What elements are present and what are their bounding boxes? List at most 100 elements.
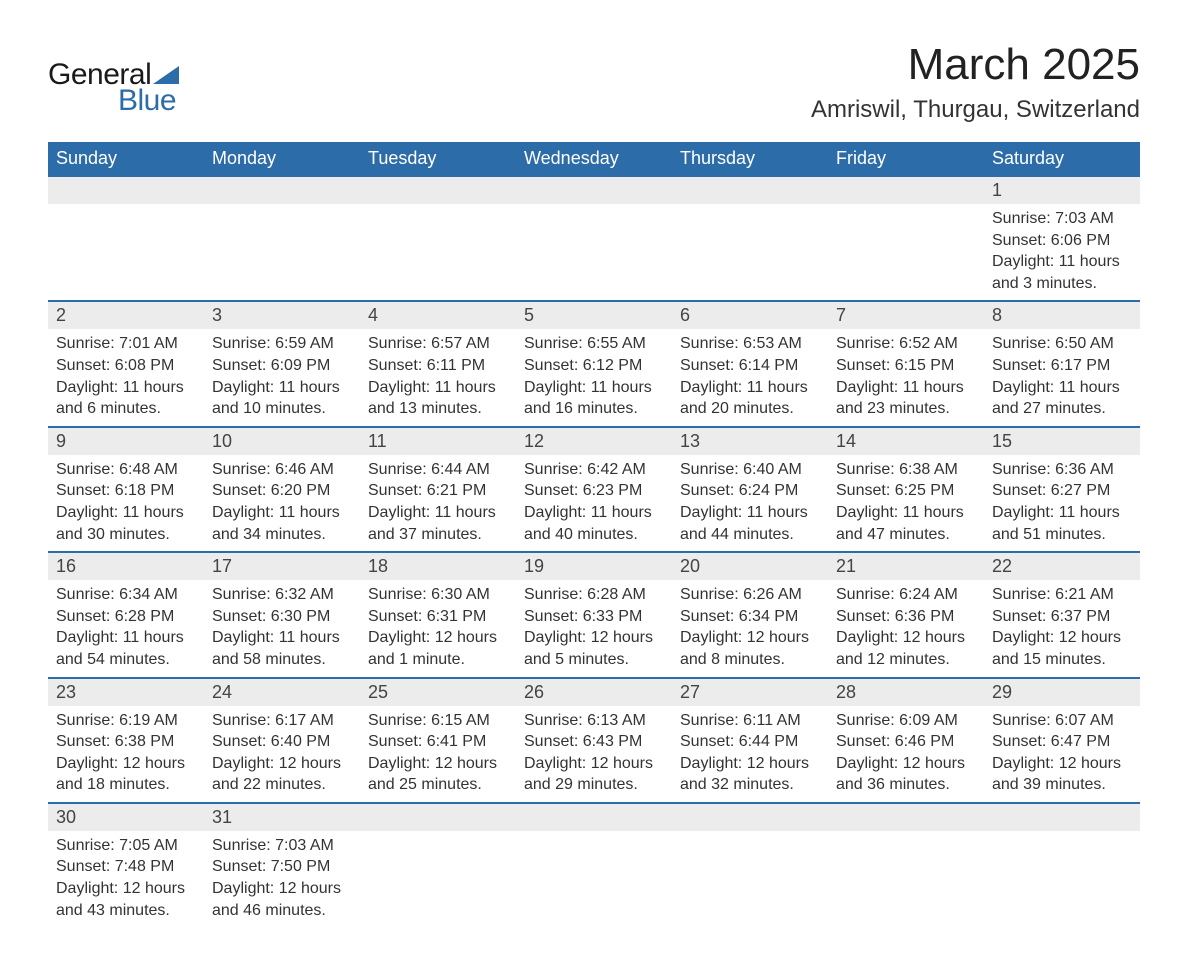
day-ss: Sunset: 6:27 PM <box>992 480 1132 502</box>
day-d1: Daylight: 11 hours <box>680 502 820 524</box>
day-ss: Sunset: 6:18 PM <box>56 480 196 502</box>
day-number-cell: 7 <box>828 301 984 329</box>
day-detail-cell: Sunrise: 6:55 AMSunset: 6:12 PMDaylight:… <box>516 329 672 426</box>
dayname-header: Wednesday <box>516 142 672 176</box>
day-d1: Daylight: 11 hours <box>680 377 820 399</box>
dayname-row: SundayMondayTuesdayWednesdayThursdayFrid… <box>48 142 1140 176</box>
day-detail-cell: Sunrise: 7:05 AMSunset: 7:48 PMDaylight:… <box>48 831 204 927</box>
day-sr: Sunrise: 6:15 AM <box>368 710 508 732</box>
day-number-cell: 25 <box>360 678 516 706</box>
day-sr: Sunrise: 6:11 AM <box>680 710 820 732</box>
day-sr: Sunrise: 6:34 AM <box>56 584 196 606</box>
day-detail-cell <box>672 204 828 301</box>
day-d1: Daylight: 11 hours <box>212 377 352 399</box>
day-d1: Daylight: 11 hours <box>368 502 508 524</box>
day-d2: and 43 minutes. <box>56 900 196 922</box>
day-detail-cell: Sunrise: 6:42 AMSunset: 6:23 PMDaylight:… <box>516 455 672 552</box>
day-sr: Sunrise: 6:26 AM <box>680 584 820 606</box>
day-sr: Sunrise: 7:03 AM <box>212 835 352 857</box>
day-sr: Sunrise: 6:50 AM <box>992 333 1132 355</box>
day-detail-cell: Sunrise: 6:52 AMSunset: 6:15 PMDaylight:… <box>828 329 984 426</box>
day-ss: Sunset: 6:31 PM <box>368 606 508 628</box>
day-detail-cell: Sunrise: 6:26 AMSunset: 6:34 PMDaylight:… <box>672 580 828 677</box>
day-detail-cell: Sunrise: 6:17 AMSunset: 6:40 PMDaylight:… <box>204 706 360 803</box>
day-d2: and 29 minutes. <box>524 774 664 796</box>
day-ss: Sunset: 6:17 PM <box>992 355 1132 377</box>
day-d2: and 58 minutes. <box>212 649 352 671</box>
day-d1: Daylight: 12 hours <box>836 753 976 775</box>
daynum-row: 9101112131415 <box>48 427 1140 455</box>
day-d1: Daylight: 11 hours <box>992 251 1132 273</box>
day-d1: Daylight: 12 hours <box>680 627 820 649</box>
day-number-cell: 9 <box>48 427 204 455</box>
day-ss: Sunset: 6:37 PM <box>992 606 1132 628</box>
day-sr: Sunrise: 6:38 AM <box>836 459 976 481</box>
day-number-cell: 11 <box>360 427 516 455</box>
day-detail-cell: Sunrise: 6:48 AMSunset: 6:18 PMDaylight:… <box>48 455 204 552</box>
day-d2: and 40 minutes. <box>524 524 664 546</box>
logo: General Blue <box>48 58 179 118</box>
day-d1: Daylight: 11 hours <box>992 502 1132 524</box>
day-detail-cell: Sunrise: 6:19 AMSunset: 6:38 PMDaylight:… <box>48 706 204 803</box>
header: General Blue March 2025 Amriswil, Thurga… <box>48 40 1140 124</box>
day-ss: Sunset: 6:21 PM <box>368 480 508 502</box>
day-detail-cell <box>360 204 516 301</box>
day-d1: Daylight: 12 hours <box>836 627 976 649</box>
day-d1: Daylight: 11 hours <box>368 377 508 399</box>
day-ss: Sunset: 6:06 PM <box>992 230 1132 252</box>
day-number-cell: 19 <box>516 552 672 580</box>
day-sr: Sunrise: 6:21 AM <box>992 584 1132 606</box>
day-ss: Sunset: 6:23 PM <box>524 480 664 502</box>
day-ss: Sunset: 6:09 PM <box>212 355 352 377</box>
day-sr: Sunrise: 6:17 AM <box>212 710 352 732</box>
day-ss: Sunset: 6:41 PM <box>368 731 508 753</box>
daynum-row: 23242526272829 <box>48 678 1140 706</box>
day-detail-cell: Sunrise: 6:50 AMSunset: 6:17 PMDaylight:… <box>984 329 1140 426</box>
day-d1: Daylight: 11 hours <box>56 502 196 524</box>
day-d2: and 54 minutes. <box>56 649 196 671</box>
day-d2: and 51 minutes. <box>992 524 1132 546</box>
day-sr: Sunrise: 6:28 AM <box>524 584 664 606</box>
day-detail-cell <box>828 831 984 927</box>
day-sr: Sunrise: 6:57 AM <box>368 333 508 355</box>
day-number-cell <box>672 803 828 831</box>
day-d1: Daylight: 12 hours <box>992 627 1132 649</box>
day-ss: Sunset: 6:47 PM <box>992 731 1132 753</box>
day-ss: Sunset: 7:48 PM <box>56 856 196 878</box>
day-d1: Daylight: 12 hours <box>56 878 196 900</box>
day-number-cell: 3 <box>204 301 360 329</box>
day-number-cell <box>360 176 516 204</box>
day-d2: and 6 minutes. <box>56 398 196 420</box>
day-d2: and 37 minutes. <box>368 524 508 546</box>
day-sr: Sunrise: 6:59 AM <box>212 333 352 355</box>
day-detail-cell <box>984 831 1140 927</box>
day-detail-cell: Sunrise: 6:46 AMSunset: 6:20 PMDaylight:… <box>204 455 360 552</box>
day-number-cell: 20 <box>672 552 828 580</box>
day-ss: Sunset: 6:34 PM <box>680 606 820 628</box>
day-d2: and 1 minute. <box>368 649 508 671</box>
day-number-cell <box>516 176 672 204</box>
daynum-row: 1 <box>48 176 1140 204</box>
day-d1: Daylight: 11 hours <box>524 502 664 524</box>
day-number-cell: 27 <box>672 678 828 706</box>
day-sr: Sunrise: 6:36 AM <box>992 459 1132 481</box>
day-d2: and 25 minutes. <box>368 774 508 796</box>
daynum-row: 2345678 <box>48 301 1140 329</box>
day-d1: Daylight: 11 hours <box>56 627 196 649</box>
day-d1: Daylight: 12 hours <box>56 753 196 775</box>
day-ss: Sunset: 6:38 PM <box>56 731 196 753</box>
day-ss: Sunset: 6:11 PM <box>368 355 508 377</box>
day-detail-cell: Sunrise: 6:11 AMSunset: 6:44 PMDaylight:… <box>672 706 828 803</box>
calendar-table: SundayMondayTuesdayWednesdayThursdayFrid… <box>48 142 1140 927</box>
day-sr: Sunrise: 6:30 AM <box>368 584 508 606</box>
detail-row: Sunrise: 7:03 AMSunset: 6:06 PMDaylight:… <box>48 204 1140 301</box>
dayname-header: Saturday <box>984 142 1140 176</box>
day-sr: Sunrise: 7:03 AM <box>992 208 1132 230</box>
day-d1: Daylight: 12 hours <box>212 878 352 900</box>
day-d1: Daylight: 12 hours <box>524 627 664 649</box>
day-d2: and 23 minutes. <box>836 398 976 420</box>
day-sr: Sunrise: 6:13 AM <box>524 710 664 732</box>
day-number-cell: 10 <box>204 427 360 455</box>
day-number-cell: 5 <box>516 301 672 329</box>
dayname-header: Sunday <box>48 142 204 176</box>
